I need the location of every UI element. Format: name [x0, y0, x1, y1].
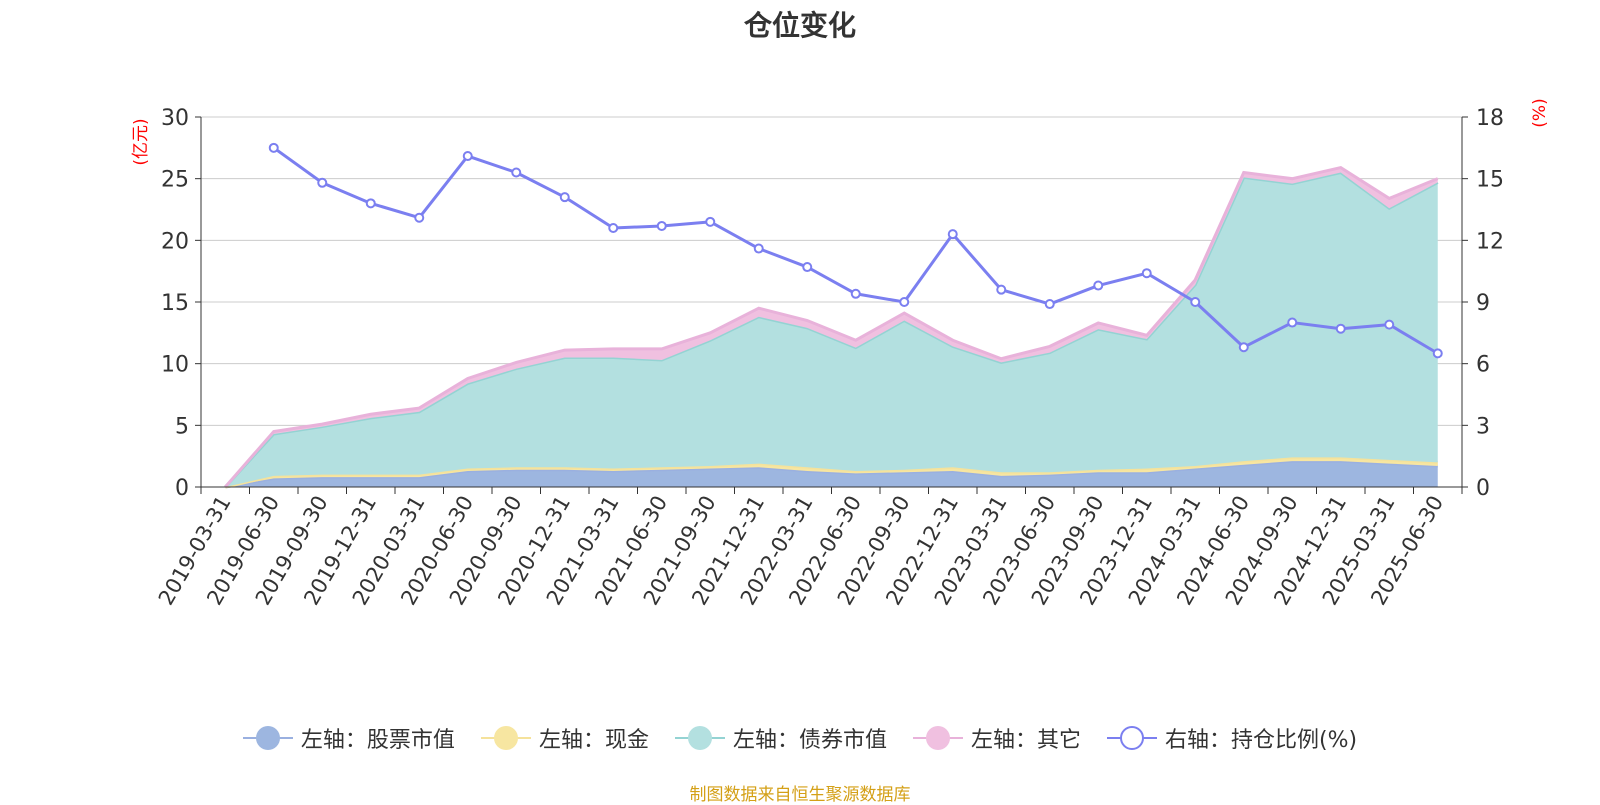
- ratio-point: [1432, 348, 1443, 359]
- legend-swatch: [1106, 723, 1157, 753]
- right-tick-label: 18: [1476, 106, 1504, 131]
- legend-label: 左轴：债券市值: [732, 728, 887, 753]
- legend-swatch: [480, 723, 531, 753]
- left-tick-label: 10: [161, 353, 189, 378]
- ratio-point: [511, 167, 522, 178]
- ratio-point: [850, 288, 861, 299]
- left-axis-label: (亿元): [131, 118, 151, 165]
- ratio-point: [317, 177, 328, 188]
- left-tick-label: 0: [175, 476, 189, 501]
- legend-label: 右轴：持仓比例(%): [1164, 728, 1358, 753]
- ratio-point: [996, 284, 1007, 295]
- right-tick-label: 0: [1476, 476, 1490, 501]
- ratio-point: [656, 220, 667, 231]
- legend-swatch: [912, 723, 963, 753]
- ratio-point: [753, 243, 764, 254]
- right-tick-label: 9: [1476, 291, 1490, 316]
- ratio-point: [608, 223, 619, 233]
- left-tick-label: 15: [161, 291, 189, 316]
- ratio-point: [802, 262, 813, 273]
- legend-label: 左轴：其它: [970, 728, 1081, 753]
- legend-item[interactable]: 左轴：债券市值: [674, 722, 887, 754]
- right-tick-label: 3: [1476, 414, 1490, 439]
- stacked-areas: [224, 165, 1439, 489]
- ratio-point: [365, 198, 376, 209]
- ratio-line: [268, 142, 1443, 359]
- legend-item[interactable]: 左轴：其它: [912, 722, 1081, 754]
- chart-title: 仓位变化: [743, 9, 856, 42]
- source-note: 制图数据来自恒生聚源数据库: [689, 785, 911, 805]
- ratio-point: [1287, 317, 1298, 328]
- area-line-左轴：其它: [224, 165, 1439, 488]
- right-tick-label: 6: [1476, 353, 1490, 378]
- ratio-point: [947, 229, 958, 240]
- legend-label: 左轴：股票市值: [300, 728, 455, 753]
- legend-item[interactable]: 右轴：持仓比例(%): [1106, 722, 1358, 754]
- right-tick-label: 15: [1476, 168, 1504, 193]
- area-左轴：股票市值: [225, 461, 1438, 487]
- legend-swatch: [242, 723, 293, 753]
- legend-item[interactable]: 左轴：股票市值: [242, 722, 455, 754]
- ratio-point: [1141, 268, 1152, 279]
- ratio-point: [1384, 319, 1395, 330]
- legend: 左轴：股票市值 左轴：现金 左轴：债券市值 左轴：其它 右轴：持仓比例(%): [0, 722, 1600, 754]
- ratio-point: [705, 216, 716, 227]
- ratio-point: [268, 142, 279, 153]
- left-tick-label: 30: [161, 106, 189, 131]
- legend-swatch: [674, 723, 725, 753]
- right-axis-label: (%): [1530, 98, 1550, 127]
- ratio-point: [1238, 342, 1249, 353]
- left-tick-label: 25: [161, 168, 189, 193]
- right-tick-label: 12: [1476, 229, 1504, 254]
- left-tick-label: 20: [161, 229, 189, 254]
- ratio-point: [559, 192, 570, 203]
- ratio-point: [462, 151, 473, 162]
- ratio-point: [899, 297, 910, 307]
- area-左轴：现金: [225, 457, 1438, 487]
- legend-item[interactable]: 左轴：现金: [480, 722, 649, 754]
- legend-label: 左轴：现金: [538, 728, 649, 753]
- ratio-point: [1093, 280, 1104, 291]
- ratio-point: [414, 212, 425, 223]
- ratio-point: [1190, 297, 1201, 307]
- area-左轴：债券市值: [225, 172, 1438, 487]
- ratio-point: [1044, 299, 1055, 310]
- ratio-point: [1335, 323, 1346, 334]
- left-tick-label: 5: [175, 414, 189, 439]
